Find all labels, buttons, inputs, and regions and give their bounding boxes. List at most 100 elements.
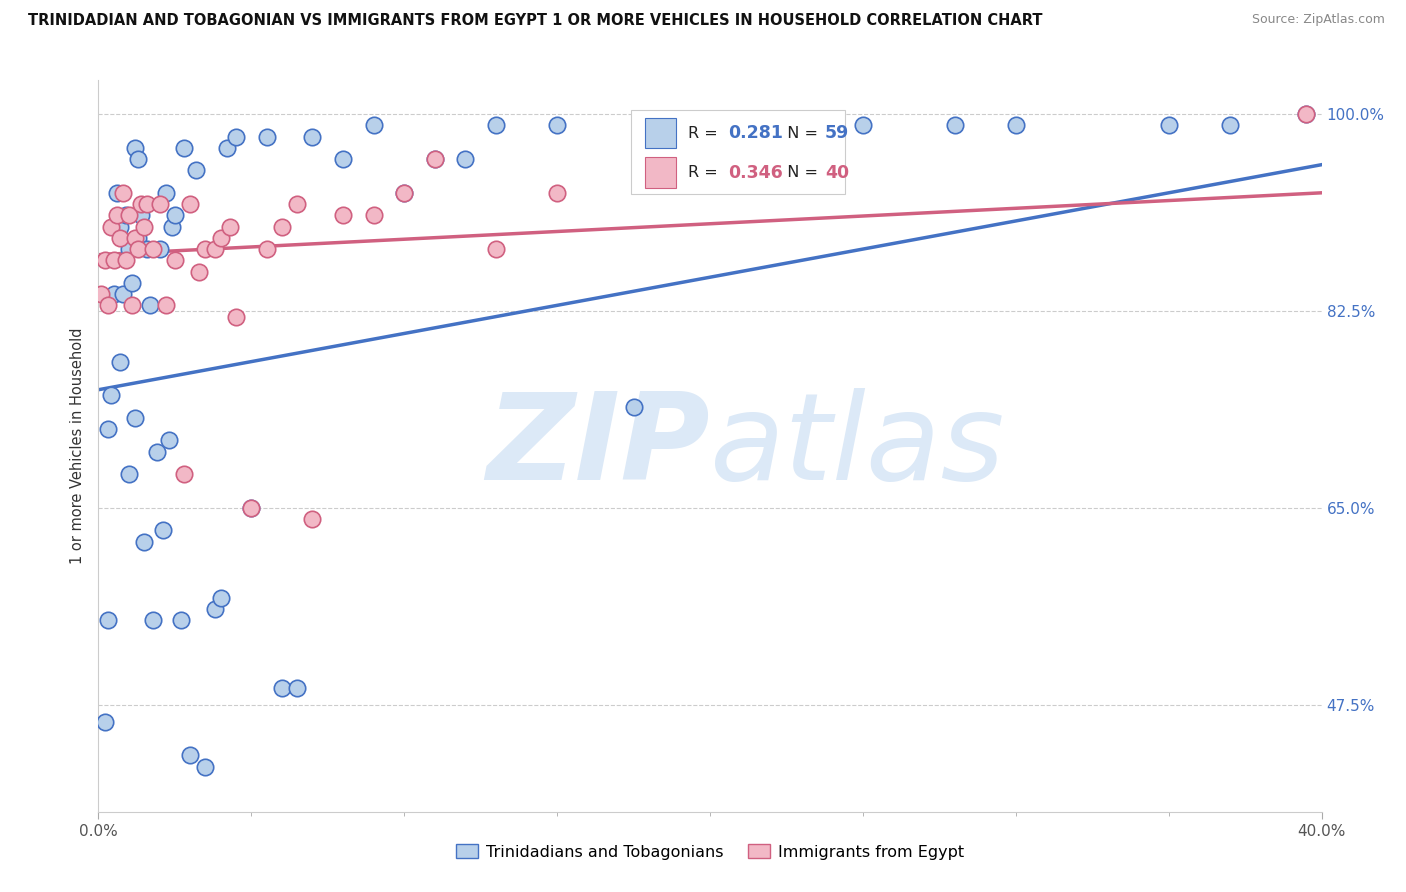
Point [129,208,152,222]
Point [100,388,122,402]
Text: 0.346: 0.346 [728,163,783,182]
Point [136,197,159,211]
Point [134,219,156,234]
Point [423,152,446,166]
Point [179,197,201,211]
Point [363,118,385,132]
Point [270,681,292,695]
Point [108,354,131,368]
Point [115,253,138,268]
Point [145,444,167,458]
Point [332,208,354,222]
Text: N =: N = [778,126,828,141]
Text: 59: 59 [825,124,849,142]
Point [103,253,125,268]
Point [157,434,180,448]
Point [546,118,568,132]
Point [173,141,195,155]
Point [454,152,477,166]
Point [1004,118,1026,132]
Point [852,118,875,132]
Point [759,163,782,178]
Point [225,310,247,324]
Point [105,208,128,222]
Point [129,197,152,211]
Point [546,186,568,200]
Point [149,242,172,256]
Point [332,152,354,166]
Point [124,141,146,155]
Point [256,129,278,144]
Point [136,242,159,256]
Point [173,467,195,482]
Point [97,614,120,628]
Point [160,219,183,234]
Point [423,152,446,166]
Point [127,152,149,166]
Legend: Trinidadians and Tobagonians, Immigrants from Egypt: Trinidadians and Tobagonians, Immigrants… [450,838,970,866]
Point [179,748,201,763]
Point [111,287,134,301]
Point [93,714,115,729]
Point [97,422,120,436]
Point [240,500,263,515]
Point [142,614,165,628]
Point [163,208,186,222]
Point [170,614,193,628]
Point [485,242,508,256]
Point [219,219,242,234]
Text: atlas: atlas [710,387,1005,505]
Point [155,186,177,200]
Point [93,253,115,268]
Text: 40: 40 [825,163,849,182]
Point [127,242,149,256]
Point [97,298,120,312]
Point [215,141,238,155]
Point [108,219,131,234]
Text: R =: R = [688,126,728,141]
Point [108,231,131,245]
Point [256,242,278,256]
Point [204,602,226,616]
Point [124,231,146,245]
Point [139,298,162,312]
Point [118,242,141,256]
Text: R =: R = [688,165,728,180]
Bar [630,110,845,194]
Point [155,298,177,312]
Point [240,500,263,515]
Point [392,186,416,200]
Point [1295,107,1317,121]
Point [1219,118,1241,132]
Point [186,163,208,178]
Point [204,242,226,256]
Point [124,410,146,425]
Text: 0.281: 0.281 [728,124,783,142]
Point [127,231,149,245]
Point [623,400,645,414]
Point [485,118,508,132]
Point [118,467,141,482]
Point [301,129,323,144]
Bar [645,157,676,188]
Text: TRINIDADIAN AND TOBAGONIAN VS IMMIGRANTS FROM EGYPT 1 OR MORE VEHICLES IN HOUSEH: TRINIDADIAN AND TOBAGONIAN VS IMMIGRANTS… [28,13,1043,29]
Point [90,287,112,301]
Point [209,231,232,245]
Point [225,129,247,144]
Point [134,534,156,549]
Point [699,129,721,144]
Text: Source: ZipAtlas.com: Source: ZipAtlas.com [1251,13,1385,27]
Point [194,242,217,256]
Point [209,591,232,605]
Point [943,118,966,132]
Point [1295,107,1317,121]
Point [285,197,308,211]
Point [188,264,211,278]
Point [270,219,292,234]
Point [111,186,134,200]
Point [194,760,217,774]
Point [363,208,385,222]
Text: N =: N = [778,165,828,180]
Point [152,524,174,538]
Point [285,681,308,695]
